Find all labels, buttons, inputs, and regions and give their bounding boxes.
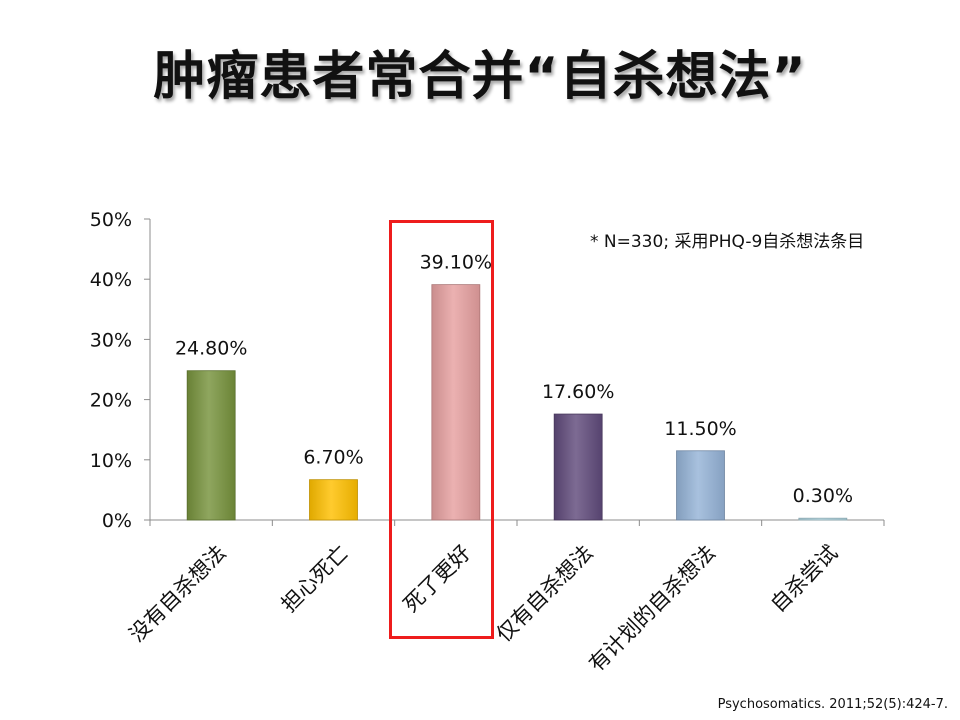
y-tick-label: 40% — [90, 269, 132, 291]
y-tick-label: 20% — [90, 390, 132, 412]
data-label: 6.70% — [303, 447, 363, 469]
data-label: 39.10% — [420, 252, 492, 274]
chart-bars — [186, 284, 848, 521]
category-label: 仅有自杀想法 — [492, 541, 598, 647]
data-label: 17.60% — [542, 381, 614, 403]
highlight-box — [389, 220, 494, 639]
bar-2 — [309, 479, 358, 521]
bar-1 — [186, 370, 236, 521]
citation: Psychosomatics. 2011;52(5):424-7. — [717, 697, 948, 712]
data-label: 11.50% — [664, 418, 736, 440]
chart-axes: 0% 10% 20% 30% 40% 50% — [90, 209, 885, 532]
category-label: 担心死亡 — [277, 541, 353, 617]
y-tick-label: 30% — [90, 329, 132, 351]
data-label: 0.30% — [793, 485, 853, 507]
y-tick-label: 50% — [90, 209, 132, 231]
bar-5 — [676, 450, 725, 521]
data-label: 24.80% — [175, 338, 247, 360]
bar-6 — [798, 517, 848, 521]
bar-3 — [431, 284, 481, 521]
slide-title: 肿瘤患者常合并“自杀想法” — [153, 47, 807, 107]
bar-4 — [553, 413, 603, 521]
category-label: 自杀尝试 — [766, 541, 842, 617]
category-label: 有计划的自杀想法 — [584, 541, 720, 677]
y-tick-label: 10% — [90, 450, 132, 472]
y-tick-label: 0% — [102, 510, 132, 532]
sample-note: * N=330; 采用PHQ-9自杀想法条目 — [590, 232, 865, 252]
category-label: 没有自杀想法 — [125, 541, 231, 647]
